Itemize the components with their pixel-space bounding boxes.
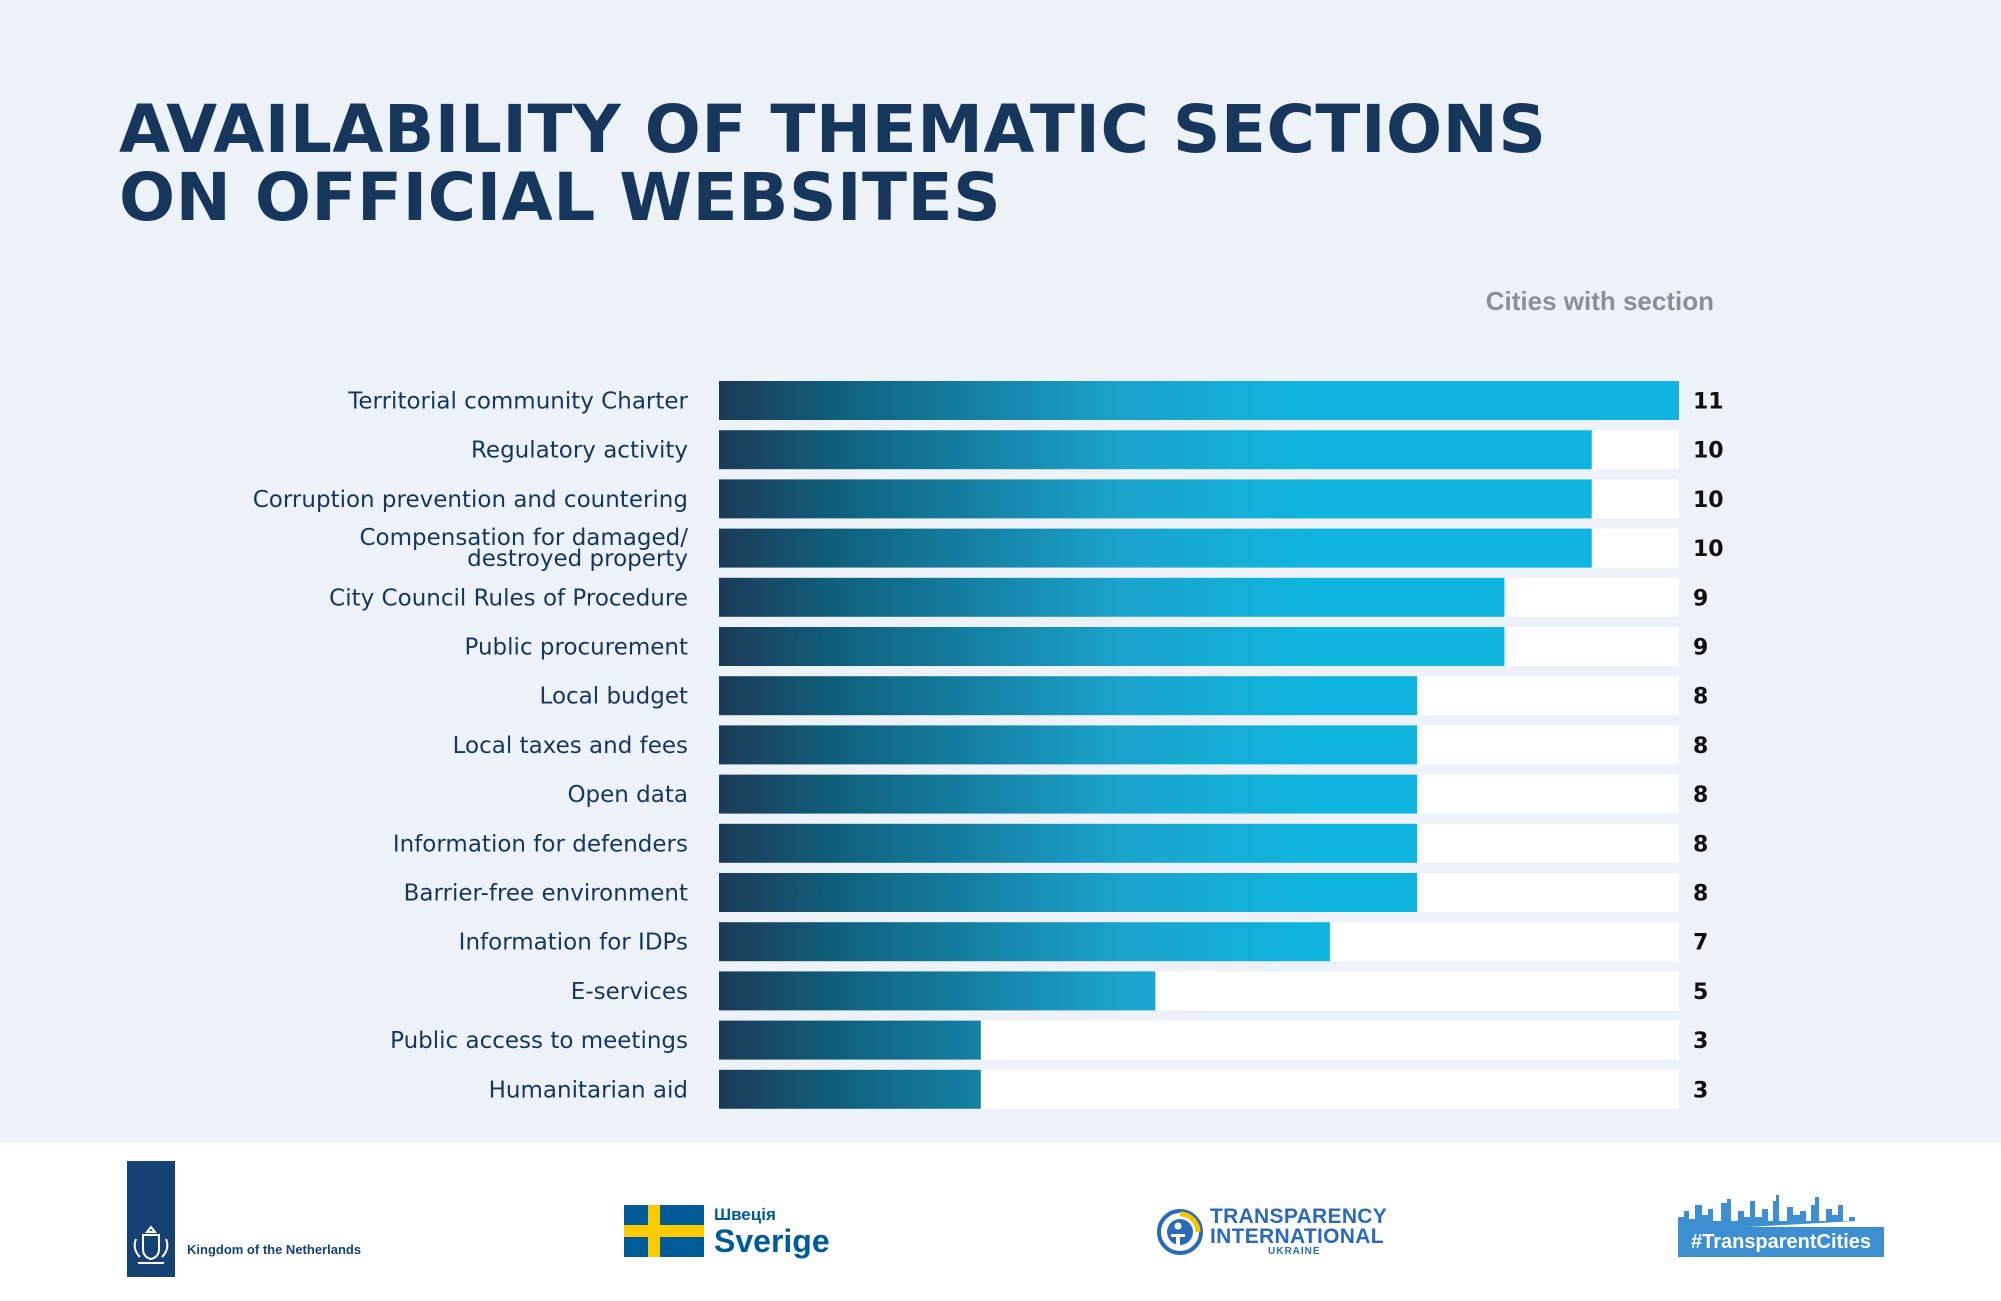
value-label: 11 [1693, 390, 1724, 415]
bar [719, 873, 1418, 912]
value-label: 10 [1693, 488, 1724, 513]
bar [719, 479, 1592, 519]
bar [719, 528, 1592, 568]
category-label: Public access to meetings [390, 1028, 688, 1054]
transparent-cities-hashtag: #TransparentCities [1678, 1227, 1884, 1257]
swedish-flag-icon [624, 1205, 704, 1257]
value-label: 8 [1693, 832, 1708, 857]
category-label: Information for defenders [393, 831, 688, 857]
transparent-cities-logo: #TransparentCities [1678, 1191, 1884, 1257]
bar [719, 725, 1418, 765]
bar [719, 1069, 981, 1109]
footer: Kingdom of the Netherlands Швеція Sverig… [0, 1143, 2001, 1301]
bar [719, 577, 1505, 617]
value-label: 9 [1693, 636, 1708, 661]
category-label: Local budget [540, 684, 688, 710]
value-label: 5 [1693, 980, 1708, 1005]
ti-globe-icon [1157, 1208, 1203, 1255]
transparency-international-logo: TRANSPARENCY INTERNATIONAL UKRAINE [1156, 1205, 1388, 1257]
category-label: Humanitarian aid [489, 1077, 688, 1103]
netherlands-crest-icon [127, 1161, 175, 1277]
category-label: Regulatory activity [471, 438, 688, 464]
bar [719, 823, 1418, 863]
value-label: 8 [1693, 734, 1708, 759]
bar [719, 922, 1330, 962]
bar [719, 774, 1418, 814]
value-label: 3 [1693, 1029, 1708, 1054]
category-label: Open data [567, 782, 688, 808]
bar [719, 971, 1156, 1011]
page-title: AVAILABILITY OF THEMATIC SECTIONS ON OFF… [119, 96, 1619, 232]
bar-chart: Territorial community Charter 11 Regulator… [253, 381, 1724, 1109]
ti-line-1: TRANSPARENCY [1210, 1205, 1388, 1228]
value-label: 3 [1693, 1078, 1708, 1103]
category-label: Territorial community Charter [347, 389, 688, 415]
bar [719, 627, 1505, 666]
value-label: 10 [1693, 439, 1724, 464]
category-label: E-services [571, 979, 688, 1005]
sweden-small-label: Швеція [714, 1204, 776, 1224]
category-label: Public procurement [465, 635, 688, 661]
bar [719, 1020, 981, 1060]
value-label: 7 [1693, 931, 1708, 956]
netherlands-label: Kingdom of the Netherlands [187, 1241, 362, 1257]
bar [719, 430, 1592, 470]
category-label: Barrier-free environment [404, 881, 688, 907]
category-label: Local taxes and fees [453, 733, 688, 759]
sweden-big-label: Sverige [714, 1222, 830, 1259]
value-label: 10 [1693, 537, 1724, 562]
title-line-2: ON OFFICIAL WEBSITES [119, 159, 1002, 236]
city-skyline-icon [1678, 1195, 1855, 1231]
netherlands-logo: Kingdom of the Netherlands [127, 1161, 361, 1277]
value-label: 9 [1693, 586, 1708, 611]
value-column-header: Cities with section [1485, 286, 1714, 316]
ti-line-3: UKRAINE [1268, 1245, 1321, 1257]
category-label: Corruption prevention and countering [253, 487, 688, 513]
value-label: 8 [1693, 783, 1708, 808]
category-label: Compensation for damaged/destroyed prope… [359, 525, 688, 572]
ti-line-2: INTERNATIONAL [1210, 1224, 1384, 1248]
category-label: City Council Rules of Procedure [329, 585, 688, 611]
value-label: 8 [1693, 685, 1708, 710]
sweden-logo: Швеція Sverige [624, 1205, 830, 1257]
title-line-1: AVAILABILITY OF THEMATIC SECTIONS [119, 91, 1547, 168]
bar [719, 676, 1418, 716]
value-label: 8 [1693, 882, 1708, 907]
bar [719, 381, 1679, 420]
category-label: Information for IDPs [459, 930, 688, 956]
